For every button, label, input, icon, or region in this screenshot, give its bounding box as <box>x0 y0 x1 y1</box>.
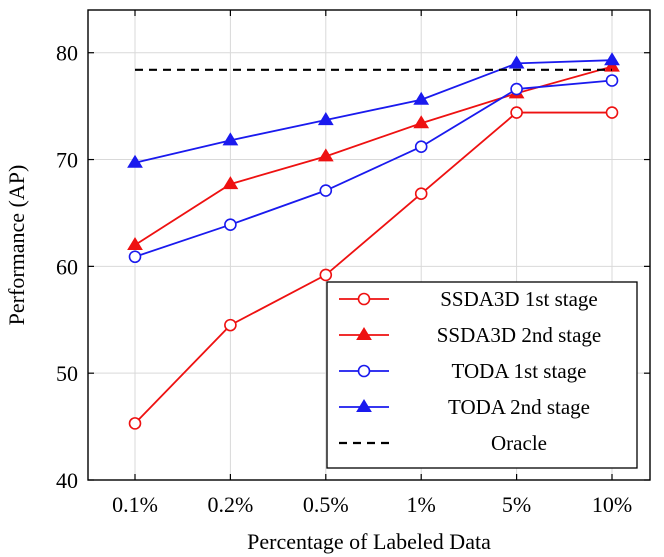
data-point <box>414 140 428 154</box>
data-point <box>604 58 620 72</box>
data-point <box>127 237 143 251</box>
x-tick-label: 0.1% <box>112 492 158 517</box>
data-point <box>510 82 523 96</box>
legend-item: SSDA3D 1st stage <box>339 287 598 311</box>
data-point <box>127 154 143 168</box>
data-point <box>414 187 428 201</box>
data-point <box>508 55 525 69</box>
y-tick-label: 80 <box>56 41 78 66</box>
series-0 <box>128 106 619 430</box>
legend-marker <box>357 292 371 306</box>
series-line <box>134 111 612 425</box>
series-2 <box>128 74 619 264</box>
data-point <box>224 318 237 332</box>
x-tick-label: 1% <box>407 492 436 517</box>
legend-item: SSDA3D 2nd stage <box>339 323 601 347</box>
data-point <box>510 106 523 119</box>
data-point <box>224 218 237 232</box>
data-point <box>605 106 619 119</box>
y-tick-label: 70 <box>56 148 78 173</box>
ticks-layer: 0.1% 0.2% 0.5% 1% 5% 10% 40 50 60 70 80 <box>56 10 650 517</box>
y-tick-label: 50 <box>56 361 78 386</box>
legend: SSDA3D 1st stage SSDA3D 2nd stage TODA 1st… <box>326 281 638 469</box>
data-point <box>413 91 430 105</box>
y-tick-label: 60 <box>56 254 78 279</box>
series-line <box>134 79 613 258</box>
x-tick-label: 5% <box>502 492 531 517</box>
series-line <box>134 65 613 246</box>
legend-marker <box>356 399 372 413</box>
data-point <box>604 52 620 66</box>
x-tick-label: 10% <box>592 492 632 517</box>
legend-label: TODA 1st stage <box>452 359 587 383</box>
legend-label: TODA 2nd stage <box>448 395 590 419</box>
y-axis-title: Performance (AP) <box>4 165 29 326</box>
series-1 <box>127 58 620 251</box>
legend-marker <box>356 327 372 341</box>
x-axis-title: Percentage of Labeled Data <box>247 529 491 554</box>
data-point <box>222 176 239 190</box>
x-tick-label: 0.2% <box>207 492 253 517</box>
plot-frame <box>87 9 651 481</box>
series-layer <box>127 52 620 430</box>
x-tick-label: 0.5% <box>303 492 349 517</box>
legend-label: SSDA3D 2nd stage <box>437 323 602 347</box>
data-point <box>317 148 334 162</box>
legend-item: TODA 1st stage <box>339 359 586 383</box>
legend-label: SSDA3D 1st stage <box>440 287 598 311</box>
series-3 <box>127 52 620 168</box>
data-point <box>128 250 142 264</box>
data-point <box>319 184 333 197</box>
data-point <box>319 268 333 282</box>
series-line <box>134 59 613 164</box>
y-tick-label: 40 <box>56 468 78 493</box>
data-point <box>222 132 239 146</box>
data-point <box>605 74 619 87</box>
legend-box <box>326 281 638 469</box>
legend-item: Oracle <box>339 431 547 455</box>
data-point <box>128 417 142 430</box>
legend-item: TODA 2nd stage <box>339 395 590 419</box>
legend-label: Oracle <box>491 431 547 455</box>
data-point <box>413 115 430 129</box>
data-point <box>317 112 334 126</box>
legend-marker <box>357 364 371 378</box>
